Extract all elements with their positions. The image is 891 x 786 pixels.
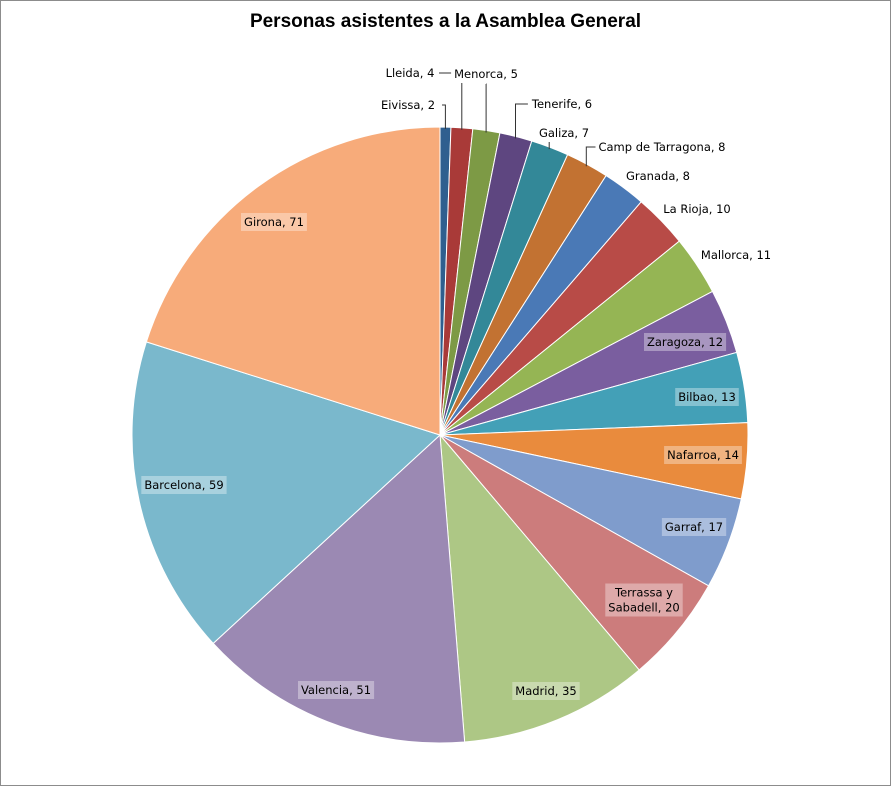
leader-line [442,104,446,129]
slice-label-text: La Rioja, 10 [663,202,731,216]
slice-label-tenerife: Tenerife, 6 [515,95,596,139]
slice-label-text: Tenerife, 6 [531,97,592,111]
slice-label-box [660,200,734,218]
slice-label-text: Terrassa y Sabadell, 20 [608,586,679,615]
slice-label-box [644,333,727,351]
slice-label-granada: Granada, 8 [623,167,693,185]
slice-label-valencia: Valencia, 51 [298,681,375,699]
slice-label-text: Menorca, 5 [454,67,518,81]
pie-slice-girona [145,126,441,436]
slice-label-box [382,64,438,82]
slice-label-lleida: Lleida, 4 [382,64,463,130]
slice-label-box [451,65,521,83]
slice-label-box [298,681,375,699]
slice-label-menorca: Menorca, 5 [451,65,521,133]
slice-label-text: Bilbao, 13 [678,390,736,404]
slice-label-text: Lleida, 4 [386,66,435,80]
slice-label-box [605,583,683,617]
slice-label-text: Valencia, 51 [301,683,371,697]
slice-label-barcelona: Barcelona, 59 [141,476,227,494]
slice-label-mallorca: Mallorca, 11 [697,246,775,264]
slice-label-box [664,446,742,464]
slice-label-zaragoza: Zaragoza, 12 [644,333,727,351]
slice-label-eivissa: Eivissa, 2 [377,96,446,129]
slice-label-box [623,167,693,185]
slice-label-box [661,518,727,536]
slice-label-box [141,476,227,494]
slice-label-girona: Girona, 71 [241,213,307,231]
slice-label-camp-de-tarragona: Camp de Tarragona, 8 [585,138,729,167]
slice-label-text: Nafarroa, 14 [667,448,739,462]
slice-label-terrassa-y-sabadell: Terrassa y Sabadell, 20 [605,583,683,617]
slice-label-box [675,388,739,406]
slice-label-text: Eivissa, 2 [381,98,435,112]
slice-label-text: Garraf, 17 [665,520,723,534]
slice-label-text: Madrid, 35 [515,684,576,698]
slice-label-box [595,138,729,156]
slice-label-bilbao: Bilbao, 13 [675,388,739,406]
slice-label-box [512,682,580,700]
slice-label-text: Girona, 71 [244,215,304,229]
slice-label-text: Galiza, 7 [539,126,589,140]
slice-label-box [697,246,775,264]
slice-label-text: Zaragoza, 12 [647,335,723,349]
slice-label-galiza: Galiza, 7 [536,124,593,150]
slice-label-box [241,213,307,231]
chart-title: Personas asistentes a la Asamblea Genera… [249,11,642,32]
slice-label-text: Camp de Tarragona, 8 [598,140,725,154]
slice-label-garraf: Garraf, 17 [661,518,727,536]
leader-line [515,103,528,139]
slice-label-madrid: Madrid, 35 [512,682,580,700]
slice-label-text: Granada, 8 [626,169,690,183]
slice-label-box [377,96,438,114]
slice-label-nafarroa: Nafarroa, 14 [664,446,742,464]
slice-label-text: Barcelona, 59 [144,478,223,492]
pie-slice-madrid [439,433,640,743]
slice-label-box [527,95,596,113]
slice-label-text: Mallorca, 11 [701,248,771,262]
slice-label-la-rioja: La Rioja, 10 [660,200,734,218]
slice-label-box [536,124,593,142]
pie-slice-valencia [212,433,466,744]
pie-slice-barcelona [131,341,441,645]
